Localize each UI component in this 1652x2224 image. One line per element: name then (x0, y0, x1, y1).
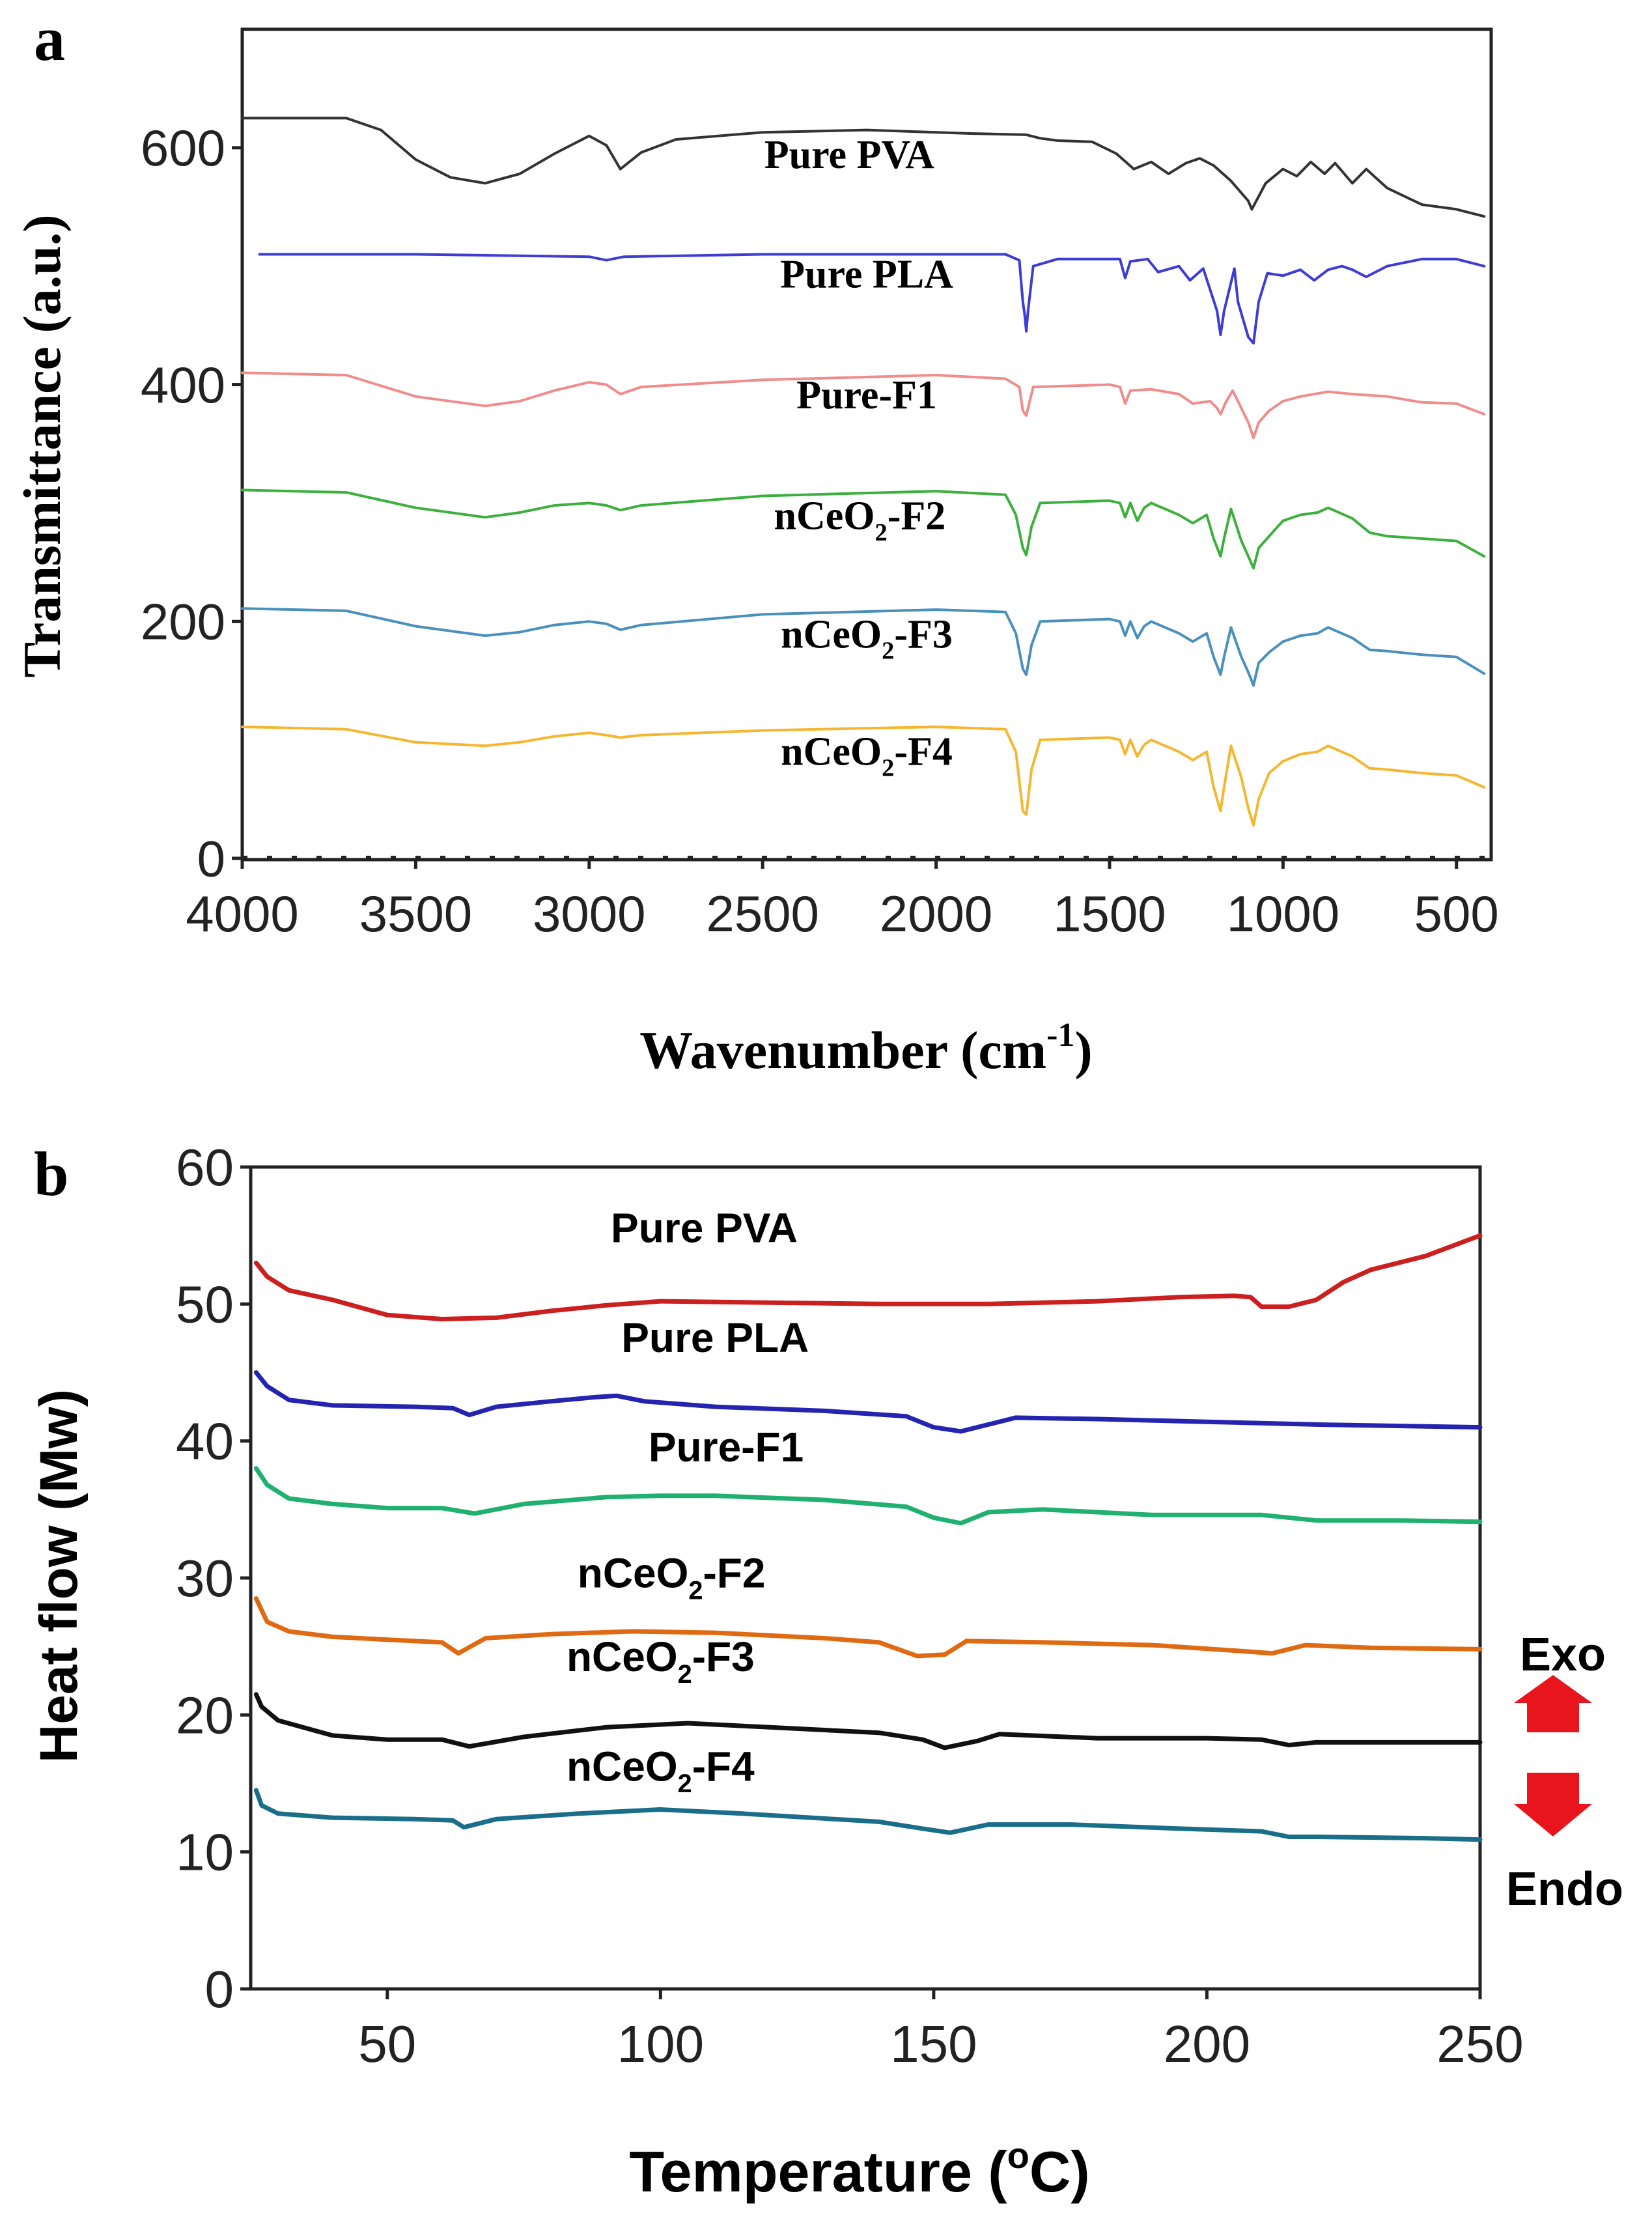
panel-b-label: b (34, 1139, 68, 1209)
panel-b-y-axis-title: Heat flow (Mw) (29, 1389, 89, 1763)
x-tick-label: 250 (1436, 2015, 1523, 2073)
x-tick-label: 1000 (1227, 885, 1340, 942)
series-line (253, 1692, 1483, 1751)
panel-a-series-labels: Pure PVA Pure PLA Pure-F1 nCeO2-F2 nCeO2-F3 n… (764, 133, 953, 782)
series-label: nCeO2-F2 (578, 1550, 766, 1605)
series-label: Pure PLA (780, 252, 953, 296)
y-tick-label: 600 (141, 119, 225, 176)
series-label: nCeO2-F4 (567, 1743, 755, 1798)
y-tick-label: 400 (141, 356, 225, 414)
x-tick-label: 3000 (533, 885, 646, 942)
panel-a-label: a (34, 4, 65, 74)
y-tick-label: 0 (197, 830, 225, 887)
series-line (241, 725, 1486, 827)
x-tick-label: 1500 (1053, 885, 1166, 942)
series-label: Pure PVA (764, 133, 934, 177)
x-tick-label: 2500 (706, 885, 819, 942)
series-label: nCeO2-F3 (567, 1633, 755, 1689)
series-label: Pure PVA (611, 1205, 798, 1252)
series-line (258, 253, 1486, 345)
exo-arrow-up-icon (1514, 1675, 1592, 1732)
series-label: Pure PLA (621, 1314, 809, 1361)
series-line (253, 1466, 1483, 1526)
y-tick-label: 10 (176, 1823, 234, 1881)
endo-label: Endo (1506, 1863, 1623, 1915)
series-line (253, 1596, 1483, 1659)
exo-endo-indicator: Exo Endo (1506, 1629, 1623, 1915)
series-line (253, 1788, 1483, 1842)
panel-a-x-axis-title: Wavenumber (cm-1) (639, 1017, 1092, 1080)
y-tick-label: 40 (176, 1413, 234, 1471)
series-line (253, 1233, 1483, 1321)
series-line (241, 607, 1486, 687)
x-tick-label: 4000 (186, 885, 299, 942)
y-tick-label: 0 (205, 1960, 234, 2018)
panel-a-ftir-chart: a 4000 3500 3000 2500 2000 1500 1000 5000200400… (12, 4, 1499, 1080)
x-tick-label: 150 (890, 2015, 977, 2073)
y-tick-label: 50 (176, 1275, 234, 1333)
series-label: nCeO2-F2 (774, 494, 945, 546)
panel-a-plot-frame (240, 27, 1493, 862)
y-tick-label: 30 (176, 1549, 234, 1607)
panel-b-ticks: 50 100 150 200 250 0 10 20 30 40 50 60 (176, 1138, 1524, 2073)
x-tick-label: 100 (617, 2015, 704, 2073)
endo-arrow-down-icon (1514, 1773, 1592, 1837)
x-tick-label: 3500 (359, 885, 473, 942)
series-label: nCeO2-F4 (781, 729, 953, 781)
panel-b-series-labels: Pure PVA Pure PLA Pure-F1 nCeO2-F2 nCeO2-F3 n… (567, 1205, 809, 1799)
x-tick-label: 500 (1414, 885, 1499, 942)
series-line (253, 1370, 1483, 1434)
x-tick-label: 2000 (880, 885, 993, 942)
series-line (241, 371, 1486, 440)
x-tick-label: 200 (1164, 2015, 1250, 2073)
y-tick-label: 200 (141, 593, 225, 651)
series-label: nCeO2-F3 (781, 612, 953, 664)
series-line (241, 488, 1486, 570)
series-label: Pure-F1 (796, 373, 937, 417)
panel-b-plot-frame (249, 1165, 1482, 1991)
panel-a-ticks: 4000 3500 3000 2500 2000 1500 1000 500 0 200 400 60… (141, 119, 1499, 942)
panel-a-series (241, 117, 1486, 827)
y-tick-label: 20 (176, 1686, 234, 1744)
exo-label: Exo (1520, 1629, 1606, 1681)
panel-a-y-axis-title: Transmittance (a.u.) (12, 214, 72, 677)
panel-b-x-axis-title: Temperature (oC) (629, 2135, 1089, 2204)
series-line (241, 117, 1486, 218)
y-tick-label: 60 (176, 1138, 234, 1196)
panel-b-series (253, 1233, 1483, 1842)
x-tick-label: 50 (358, 2015, 416, 2073)
series-label: Pure-F1 (649, 1424, 804, 1471)
